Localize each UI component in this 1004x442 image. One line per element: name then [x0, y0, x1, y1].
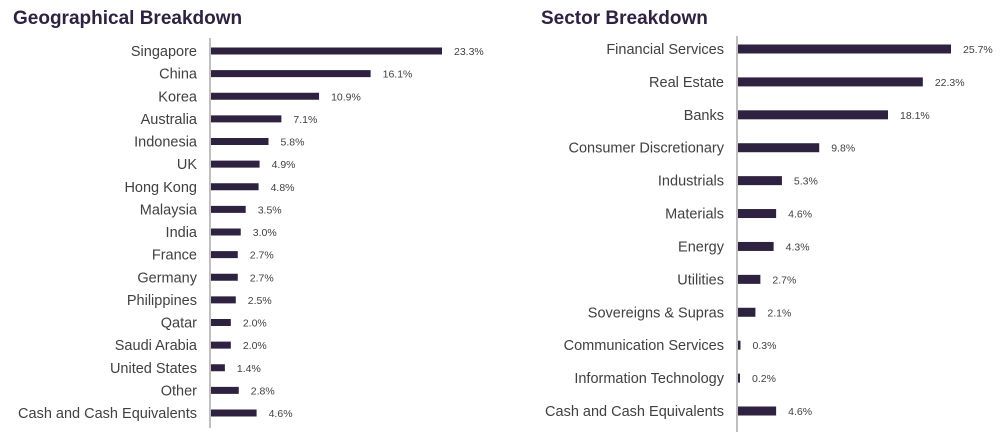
- geo-value-label: 2.8%: [251, 385, 275, 397]
- sector-category-label: Utilities: [677, 272, 724, 288]
- geo-value-label: 23.3%: [454, 46, 484, 58]
- geo-category-label: Cash and Cash Equivalents: [18, 406, 197, 422]
- sector-value-label: 22.3%: [935, 77, 965, 89]
- geo-bar: [211, 70, 371, 78]
- sector-bar: [738, 209, 777, 219]
- geo-bar: [211, 160, 260, 168]
- geo-category-label: Singapore: [131, 44, 197, 60]
- sector-value-label: 4.6%: [788, 406, 812, 418]
- sector-category-label: Banks: [684, 108, 724, 124]
- geo-value-label: 4.8%: [271, 182, 295, 194]
- sector-bar: [738, 110, 889, 120]
- sector-bar: [738, 406, 777, 416]
- geo-category-label: Other: [161, 383, 197, 399]
- geo-bar: [211, 341, 231, 349]
- geo-category-label: Australia: [141, 112, 198, 128]
- geo-bar: [211, 115, 282, 123]
- sector-value-label: 9.8%: [831, 143, 855, 155]
- geo-value-label: 4.9%: [272, 159, 296, 171]
- geo-value-label: 7.1%: [293, 114, 317, 126]
- geo-bar: [211, 386, 239, 394]
- geo-bar: [211, 409, 257, 417]
- sector-breakdown-title: Sector Breakdown: [541, 8, 708, 29]
- geo-bar: [211, 92, 320, 100]
- geo-category-label: Germany: [137, 270, 197, 286]
- geo-category-label: Malaysia: [140, 202, 198, 218]
- geo-value-label: 2.7%: [250, 250, 274, 262]
- geo-bar: [211, 138, 269, 145]
- geo-value-label: 3.0%: [253, 227, 277, 239]
- geo-bar: [211, 273, 238, 281]
- geo-value-label: 16.1%: [383, 69, 413, 81]
- geo-category-label: United States: [110, 361, 197, 377]
- geo-value-label: 5.8%: [281, 137, 305, 149]
- geo-category-label: China: [159, 67, 198, 83]
- sector-category-label: Cash and Cash Equivalents: [545, 404, 724, 420]
- geo-value-label: 2.7%: [250, 272, 274, 284]
- sector-value-label: 2.1%: [767, 307, 791, 319]
- sector-bar: [738, 340, 741, 350]
- sector-category-label: Information Technology: [574, 371, 724, 387]
- sector-bar: [738, 143, 820, 153]
- geo-category-label: Indonesia: [134, 135, 198, 151]
- sector-category-label: Consumer Discretionary: [568, 141, 724, 157]
- sector-bar: [738, 307, 756, 317]
- sector-bar: [738, 373, 740, 383]
- geo-bar: [211, 228, 241, 236]
- sector-breakdown-chart: Sector Breakdown Financial Services 25.7%…: [541, 8, 993, 432]
- geo-bar: [211, 205, 246, 213]
- geo-category-label: Saudi Arabia: [115, 338, 198, 354]
- geo-bar: [211, 251, 238, 259]
- sector-value-label: 4.3%: [786, 241, 810, 253]
- sector-value-label: 25.7%: [963, 44, 993, 56]
- geo-category-label: India: [166, 225, 198, 241]
- sector-bar: [738, 44, 951, 54]
- sector-category-label: Energy: [678, 239, 725, 255]
- sector-value-label: 0.2%: [752, 373, 776, 385]
- sector-value-label: 5.3%: [794, 176, 818, 188]
- geo-category-label: Philippines: [127, 293, 197, 309]
- geo-bar: [211, 319, 231, 326]
- geo-value-label: 1.4%: [237, 363, 261, 375]
- geo-value-label: 4.6%: [269, 408, 293, 420]
- sector-value-label: 0.3%: [752, 340, 776, 352]
- geo-value-label: 2.0%: [243, 340, 267, 352]
- sector-value-label: 18.1%: [900, 110, 930, 122]
- geo-category-label: France: [152, 248, 197, 264]
- geographical-breakdown-chart: Geographical Breakdown Singapore 23.3% Chi…: [13, 8, 484, 428]
- geo-bar: [211, 364, 225, 372]
- sector-bar: [738, 274, 761, 284]
- geo-category-label: Qatar: [161, 316, 197, 332]
- sector-category-label: Materials: [665, 207, 724, 223]
- sector-category-label: Communication Services: [564, 338, 724, 354]
- sector-category-label: Financial Services: [606, 42, 724, 58]
- geographical-breakdown-title: Geographical Breakdown: [13, 8, 242, 29]
- sector-value-label: 4.6%: [788, 209, 812, 221]
- sector-category-label: Sovereigns & Supras: [588, 305, 724, 321]
- geo-value-label: 10.9%: [331, 91, 361, 103]
- sector-bar: [738, 77, 923, 87]
- geo-bar: [211, 296, 236, 304]
- geo-bar: [211, 183, 259, 191]
- geo-value-label: 3.5%: [258, 204, 282, 216]
- sector-bar: [738, 176, 782, 186]
- sector-bar: [738, 241, 774, 251]
- geo-bar: [211, 47, 442, 55]
- geo-value-label: 2.0%: [243, 318, 267, 330]
- geo-category-label: Hong Kong: [124, 180, 197, 196]
- geo-category-label: Korea: [158, 89, 198, 105]
- sector-value-label: 2.7%: [772, 274, 796, 286]
- sector-category-label: Real Estate: [649, 75, 724, 91]
- sector-category-label: Industrials: [658, 174, 724, 190]
- geo-category-label: UK: [177, 157, 197, 173]
- geo-value-label: 2.5%: [248, 295, 272, 307]
